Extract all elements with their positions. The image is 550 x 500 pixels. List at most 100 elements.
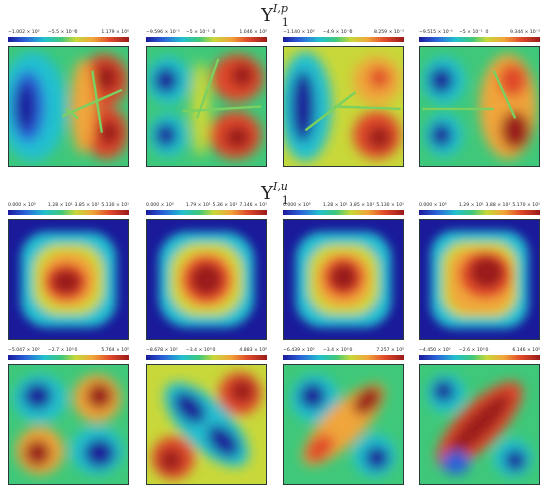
tick-max: 5.130 × 10¹ bbox=[101, 203, 129, 208]
tick-zero: 3.85 × 10¹ bbox=[74, 203, 100, 208]
title-p-base: Y bbox=[261, 5, 273, 26]
tick-zero: 0 bbox=[212, 348, 216, 353]
panel-u-5: −5.047 × 10⁰ −2.7 × 10⁰ 0 5.764 × 10⁰ bbox=[8, 348, 129, 485]
field-plot bbox=[419, 219, 540, 340]
field-plot bbox=[8, 219, 129, 340]
field-plot bbox=[283, 219, 404, 340]
tick-zero: 0 bbox=[74, 30, 78, 35]
tick-mid: −5 × 10⁻¹ bbox=[185, 30, 210, 35]
title-u-sub: 1 bbox=[281, 194, 289, 207]
colorbar bbox=[283, 37, 404, 42]
colorbar-ticks: −4.450 × 10⁰ −2.6 × 10⁰ 0 6.146 × 10⁰ bbox=[419, 348, 540, 355]
panel-u-6: −8.678 × 10⁰ −3.4 × 10⁰ 0 4.883 × 10⁰ bbox=[146, 348, 267, 485]
tick-min: −6.439 × 10⁰ bbox=[283, 348, 315, 353]
colorbar-ticks: −8.678 × 10⁰ −3.4 × 10⁰ 0 4.883 × 10⁰ bbox=[146, 348, 267, 355]
tick-zero: 5.36 × 10¹ bbox=[212, 203, 238, 208]
tick-zero: 3.85 × 10¹ bbox=[349, 203, 375, 208]
field-plot bbox=[419, 364, 540, 485]
colorbar-ticks: 0.000 × 10⁰ 1.28 × 10¹ 3.85 × 10¹ 5.130 × 1… bbox=[283, 203, 404, 210]
colorbar bbox=[283, 210, 404, 215]
panel-p-2: −9.596 × 10⁻¹ −5 × 10⁻¹ 0 1.046 × 10⁰ bbox=[146, 30, 267, 167]
field-plot bbox=[146, 46, 267, 167]
tick-min: 0.000 × 10⁰ bbox=[283, 203, 311, 208]
field-plot bbox=[8, 364, 129, 485]
tick-zero: 0 bbox=[349, 348, 353, 353]
tick-mid: 1.28 × 10¹ bbox=[47, 203, 73, 208]
tick-zero: 0 bbox=[485, 348, 489, 353]
tick-mid: 1.79 × 10¹ bbox=[185, 203, 211, 208]
title-velocity-modes: YI,u1 bbox=[0, 180, 550, 207]
tick-zero: 0 bbox=[349, 30, 353, 35]
tick-mid: −4.9 × 10⁻¹ bbox=[322, 30, 351, 35]
tick-max: 1.046 × 10⁰ bbox=[239, 30, 267, 35]
tick-mid: 1.29 × 10¹ bbox=[458, 203, 484, 208]
tick-zero: 3.88 × 10¹ bbox=[485, 203, 511, 208]
colorbar-ticks: −9.596 × 10⁻¹ −5 × 10⁻¹ 0 1.046 × 10⁰ bbox=[146, 30, 267, 37]
tick-mid: −3.4 × 10⁰ bbox=[322, 348, 349, 353]
field-plot bbox=[419, 46, 540, 167]
colorbar-ticks: 0.000 × 10⁰ 1.28 × 10¹ 3.85 × 10¹ 5.130 × 1… bbox=[8, 203, 129, 210]
panel-u-4: 0.000 × 10⁰ 1.29 × 10¹ 3.88 × 10¹ 5.170 × 1… bbox=[419, 203, 540, 340]
field-plot bbox=[283, 46, 404, 167]
colorbar bbox=[146, 355, 267, 360]
tick-max: 5.764 × 10⁰ bbox=[101, 348, 129, 353]
colorbar-ticks: −5.047 × 10⁰ −2.7 × 10⁰ 0 5.764 × 10⁰ bbox=[8, 348, 129, 355]
colorbar bbox=[8, 210, 129, 215]
panel-u-7: −6.439 × 10⁰ −3.4 × 10⁰ 0 7.257 × 10⁰ bbox=[283, 348, 404, 485]
title-u-sup: I,u bbox=[272, 180, 288, 193]
field-plot bbox=[283, 364, 404, 485]
tick-max: 1.179 × 10⁰ bbox=[101, 30, 129, 35]
tick-min: −1.002 × 10⁰ bbox=[8, 30, 40, 35]
tick-mid: −3.4 × 10⁰ bbox=[185, 348, 212, 353]
tick-min: −4.450 × 10⁰ bbox=[419, 348, 451, 353]
tick-min: 0.000 × 10⁰ bbox=[419, 203, 447, 208]
tick-min: −8.678 × 10⁰ bbox=[146, 348, 178, 353]
panel-u-2: 0.000 × 10⁰ 1.79 × 10¹ 5.36 × 10¹ 7.146 × 1… bbox=[146, 203, 267, 340]
tick-max: 5.130 × 10¹ bbox=[376, 203, 404, 208]
tick-max: 6.146 × 10⁰ bbox=[512, 348, 540, 353]
tick-max: 7.146 × 10¹ bbox=[239, 203, 267, 208]
panel-u-3: 0.000 × 10⁰ 1.28 × 10¹ 3.85 × 10¹ 5.130 × 1… bbox=[283, 203, 404, 340]
tick-mid: −5 × 10⁻¹ bbox=[458, 30, 483, 35]
tick-min: −5.047 × 10⁰ bbox=[8, 348, 40, 353]
colorbar bbox=[146, 37, 267, 42]
tick-min: 0.000 × 10⁰ bbox=[146, 203, 174, 208]
tick-zero: 0 bbox=[74, 348, 78, 353]
tick-mid: −2.7 × 10⁰ bbox=[47, 348, 74, 353]
colorbar bbox=[283, 355, 404, 360]
tick-mid: 1.28 × 10¹ bbox=[322, 203, 348, 208]
title-pressure-modes: YI,p1 bbox=[0, 2, 550, 29]
title-p-sup: I,p bbox=[273, 2, 288, 15]
tick-max: 8.259 × 10⁻¹ bbox=[373, 30, 404, 35]
colorbar bbox=[419, 37, 540, 42]
colorbar bbox=[419, 355, 540, 360]
panel-p-1: −1.002 × 10⁰ −5.5 × 10⁻² 0 1.179 × 10⁰ bbox=[8, 30, 129, 167]
colorbar bbox=[146, 210, 267, 215]
colorbar-ticks: −1.140 × 10⁰ −4.9 × 10⁻¹ 0 8.259 × 10⁻¹ bbox=[283, 30, 404, 37]
tick-min: −9.515 × 10⁻¹ bbox=[419, 30, 453, 35]
panel-p-3: −1.140 × 10⁰ −4.9 × 10⁻¹ 0 8.259 × 10⁻¹ bbox=[283, 30, 404, 167]
colorbar-ticks: −1.002 × 10⁰ −5.5 × 10⁻² 0 1.179 × 10⁰ bbox=[8, 30, 129, 37]
panel-u-1: 0.000 × 10⁰ 1.28 × 10¹ 3.85 × 10¹ 5.130 × 1… bbox=[8, 203, 129, 340]
title-p-sub: 1 bbox=[281, 16, 289, 29]
tick-mid: −5.5 × 10⁻² bbox=[47, 30, 76, 35]
tick-max: 5.170 × 10¹ bbox=[512, 203, 540, 208]
colorbar-ticks: −9.515 × 10⁻¹ −5 × 10⁻¹ 0 9.344 × 10⁻¹ bbox=[419, 30, 540, 37]
field-plot bbox=[146, 219, 267, 340]
tick-mid: −2.6 × 10⁰ bbox=[458, 348, 485, 353]
colorbar bbox=[419, 210, 540, 215]
panel-u-8: −4.450 × 10⁰ −2.6 × 10⁰ 0 6.146 × 10⁰ bbox=[419, 348, 540, 485]
tick-min: 0.000 × 10⁰ bbox=[8, 203, 36, 208]
field-plot bbox=[146, 364, 267, 485]
tick-max: 4.883 × 10⁰ bbox=[239, 348, 267, 353]
panel-p-4: −9.515 × 10⁻¹ −5 × 10⁻¹ 0 9.344 × 10⁻¹ bbox=[419, 30, 540, 167]
title-u-base: Y bbox=[261, 183, 273, 204]
tick-min: −1.140 × 10⁰ bbox=[283, 30, 315, 35]
tick-zero: 0 bbox=[212, 30, 216, 35]
colorbar-ticks: −6.439 × 10⁰ −3.4 × 10⁰ 0 7.257 × 10⁰ bbox=[283, 348, 404, 355]
colorbar bbox=[8, 37, 129, 42]
colorbar-ticks: 0.000 × 10⁰ 1.29 × 10¹ 3.88 × 10¹ 5.170 × 1… bbox=[419, 203, 540, 210]
colorbar bbox=[8, 355, 129, 360]
tick-max: 9.344 × 10⁻¹ bbox=[509, 30, 540, 35]
field-plot bbox=[8, 46, 129, 167]
